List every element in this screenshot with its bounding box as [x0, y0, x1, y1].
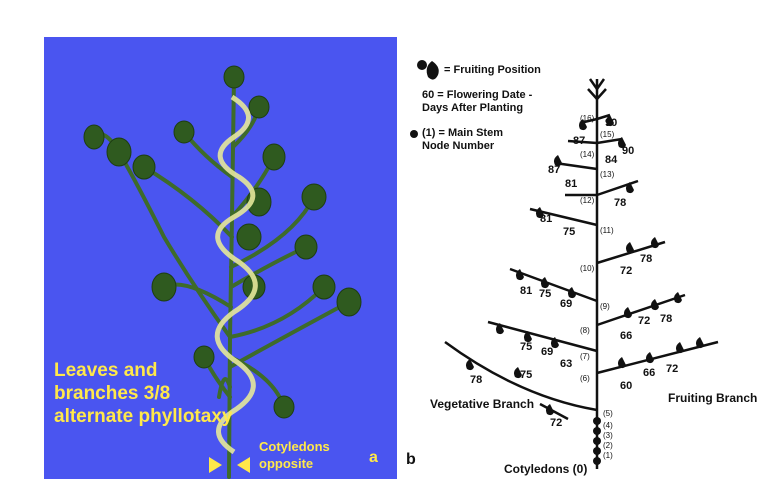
panel-a-letter: a — [369, 449, 378, 466]
flowering-date: 63 — [560, 358, 573, 370]
legend-fruiting-position: = Fruiting Position — [444, 64, 541, 76]
flowering-date: 66 — [643, 367, 656, 379]
legend-main-stem-node: (1) = Main Stem Node Number — [422, 127, 503, 152]
node-label: (12) — [580, 196, 595, 205]
flowering-date: 78 — [614, 197, 627, 209]
node-label: (16) — [580, 114, 595, 123]
node-label: (3) — [603, 431, 613, 440]
node-label: (7) — [580, 352, 590, 361]
flowering-date: 75 — [520, 369, 533, 381]
node-label: (4) — [603, 421, 613, 430]
cotton-plant-illustration — [83, 65, 362, 479]
legend-flowering-date: 60 = Flowering Date - Days After Plantin… — [422, 89, 533, 114]
node-label: (15) — [600, 130, 615, 139]
node-label: (6) — [580, 374, 590, 383]
flowering-date: 78 — [640, 253, 653, 265]
panel-a-plant-photo: Leaves and branches 3/8 alternate phyllo… — [44, 37, 397, 479]
cotyledons-opposite-label: Cotyledons opposite — [259, 439, 330, 471]
flowering-date: 90 — [622, 145, 635, 157]
node-label: (5) — [603, 409, 613, 418]
flowering-date: 72 — [550, 417, 563, 429]
flowering-date: 87 — [548, 164, 561, 176]
flowering-date: 60 — [620, 380, 633, 392]
flowering-date: 81 — [520, 285, 533, 297]
flowering-date: 69 — [541, 346, 554, 358]
vegetative-branch-label: Vegetative Branch — [430, 397, 535, 411]
node-label: (11) — [600, 226, 614, 235]
flowering-date: 72 — [638, 315, 651, 327]
fruiting-position-icons — [426, 61, 704, 416]
flowering-date: 81 — [540, 213, 553, 225]
flowering-date: 72 — [620, 265, 633, 277]
fruiting-branch-label: Fruiting Branch — [668, 391, 758, 405]
flowering-date: 78 — [470, 374, 483, 386]
plant-map-diagram — [410, 60, 719, 469]
flowering-date: 90 — [605, 117, 618, 129]
node-label: (9) — [600, 302, 610, 311]
panel-b-letter: b — [406, 451, 416, 468]
flowering-date: 84 — [605, 154, 618, 166]
node-label: (8) — [580, 326, 590, 335]
flowering-date: 75 — [539, 288, 552, 300]
flowering-date: 72 — [666, 363, 679, 375]
node-label: (13) — [600, 170, 615, 179]
flowering-date: 87 — [573, 135, 586, 147]
panel-b-plant-map: = Fruiting Position 60 = Flowering Date … — [400, 37, 784, 479]
node-label: (10) — [580, 264, 595, 273]
node-label: (2) — [603, 441, 613, 450]
cotyledons-node-label: Cotyledons (0) — [504, 462, 588, 476]
flowering-date: 75 — [563, 226, 576, 238]
node-label: (14) — [580, 150, 595, 159]
phyllotaxy-caption: Leaves and branches 3/8 alternate phyllo… — [54, 360, 233, 427]
flowering-date: 78 — [660, 313, 673, 325]
node-label: (1) — [603, 451, 613, 460]
flowering-date: 81 — [565, 178, 578, 190]
flowering-date: 69 — [560, 298, 573, 310]
flowering-date: 75 — [520, 341, 533, 353]
flowering-date: 66 — [620, 330, 633, 342]
